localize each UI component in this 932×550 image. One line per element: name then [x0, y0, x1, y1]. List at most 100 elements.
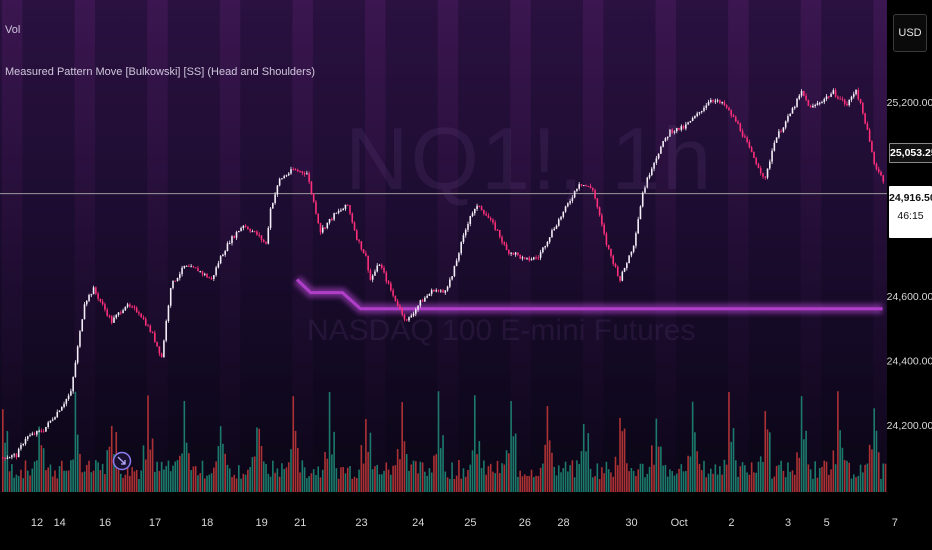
candle-body: [38, 430, 40, 432]
candle-body: [841, 98, 844, 100]
legend-indicator[interactable]: Measured Pattern Move [Bulkowski] [SS] (…: [5, 66, 315, 78]
candle-body: [744, 136, 746, 138]
candle-body: [750, 147, 753, 152]
volume-bar: [274, 472, 276, 492]
volume-bar: [700, 470, 703, 492]
candle-body: [705, 105, 708, 108]
candle-body: [762, 172, 764, 177]
volume-bar: [85, 464, 88, 492]
volume-bar: [694, 432, 696, 492]
volume-bar: [821, 466, 823, 492]
candle-body: [623, 268, 626, 272]
candle-body: [669, 129, 671, 137]
candle-body: [782, 127, 785, 132]
candle-body: [206, 273, 208, 278]
candle-body: [176, 278, 179, 282]
volume-bar: [832, 450, 835, 492]
volume-bar: [315, 475, 317, 492]
volume-bar: [101, 463, 104, 492]
candle-body: [880, 171, 882, 176]
volume-bar: [689, 456, 692, 492]
volume-bar: [494, 473, 497, 492]
candle-body: [4, 457, 6, 459]
volume-bar: [149, 449, 152, 492]
volume-bar: [762, 462, 764, 492]
volume-bar: [587, 433, 590, 492]
time-axis[interactable]: 12 14 16 17 18 19 21 23 24 25 26 28 30 Oct 2 3 5 7: [0, 492, 932, 550]
volume-bar: [462, 468, 465, 492]
volume-bar: [54, 470, 56, 492]
candle-body: [31, 433, 34, 436]
candle-body: [65, 399, 68, 404]
volume-bar: [72, 459, 74, 492]
currency-button[interactable]: USD: [893, 14, 927, 52]
volume-bar: [469, 464, 472, 492]
candle-body: [530, 259, 533, 261]
volume-bar: [138, 478, 140, 492]
candle-body: [655, 158, 658, 163]
candle-body: [850, 96, 853, 100]
candle-body: [36, 431, 38, 435]
volume-bar: [728, 392, 730, 492]
candle-body: [133, 306, 136, 308]
pattern-signal-marker[interactable]: [112, 451, 132, 471]
candle-body: [678, 127, 680, 130]
volume-bar: [58, 466, 61, 492]
volume-bar: [641, 463, 644, 492]
candle-body: [349, 205, 351, 214]
candle-body: [562, 211, 565, 217]
volume-bar: [793, 474, 796, 492]
volume-bar: [412, 460, 415, 492]
candle-body: [632, 245, 635, 252]
candle-body: [374, 271, 376, 276]
legend-volume[interactable]: Vol: [5, 24, 21, 36]
volume-bar: [555, 475, 558, 492]
candle-body: [260, 235, 263, 240]
candle-body: [696, 113, 698, 117]
volume-bar: [580, 451, 583, 492]
volume-bar: [594, 476, 596, 492]
candle-body: [335, 212, 338, 214]
time-tick-label: Oct: [671, 517, 688, 529]
candle-body: [546, 241, 549, 247]
candle-body: [764, 176, 767, 178]
candle-body: [773, 142, 776, 151]
candle-body: [501, 236, 503, 243]
candle-body: [769, 161, 771, 169]
time-tick-label: 16: [99, 517, 111, 529]
candle-body: [734, 116, 737, 122]
volume-bar: [176, 460, 179, 492]
volume-bar: [188, 453, 190, 492]
volume-bar: [169, 471, 172, 492]
candle-body: [721, 102, 723, 104]
candle-body: [592, 188, 594, 191]
volume-bar: [371, 469, 374, 492]
volume-bar: [864, 464, 866, 492]
session-band: [292, 0, 313, 492]
volume-bar: [476, 454, 478, 492]
candle-body: [605, 233, 608, 245]
price-axis[interactable]: 25,200.00 24,600.00 24,400.00 24,200.00: [887, 0, 932, 492]
volume-bar: [13, 477, 15, 492]
candle-body: [796, 98, 798, 107]
volume-bar: [76, 434, 79, 492]
candle-body: [487, 215, 490, 219]
candle-body: [580, 184, 583, 186]
candle-body: [703, 107, 705, 111]
candle-body: [553, 228, 556, 231]
candle-body: [235, 232, 238, 238]
volume-bar: [542, 463, 544, 492]
candle-body: [449, 279, 451, 287]
volume-bar: [471, 450, 474, 492]
volume-bar: [449, 478, 451, 492]
volume-bar: [730, 441, 733, 492]
volume-bar: [837, 391, 839, 492]
price-candles: [2, 87, 885, 461]
candle-body: [276, 185, 279, 195]
volume-bar: [2, 409, 4, 492]
candle-body: [868, 129, 871, 142]
volume-bar: [884, 463, 887, 492]
session-band: [74, 0, 96, 492]
